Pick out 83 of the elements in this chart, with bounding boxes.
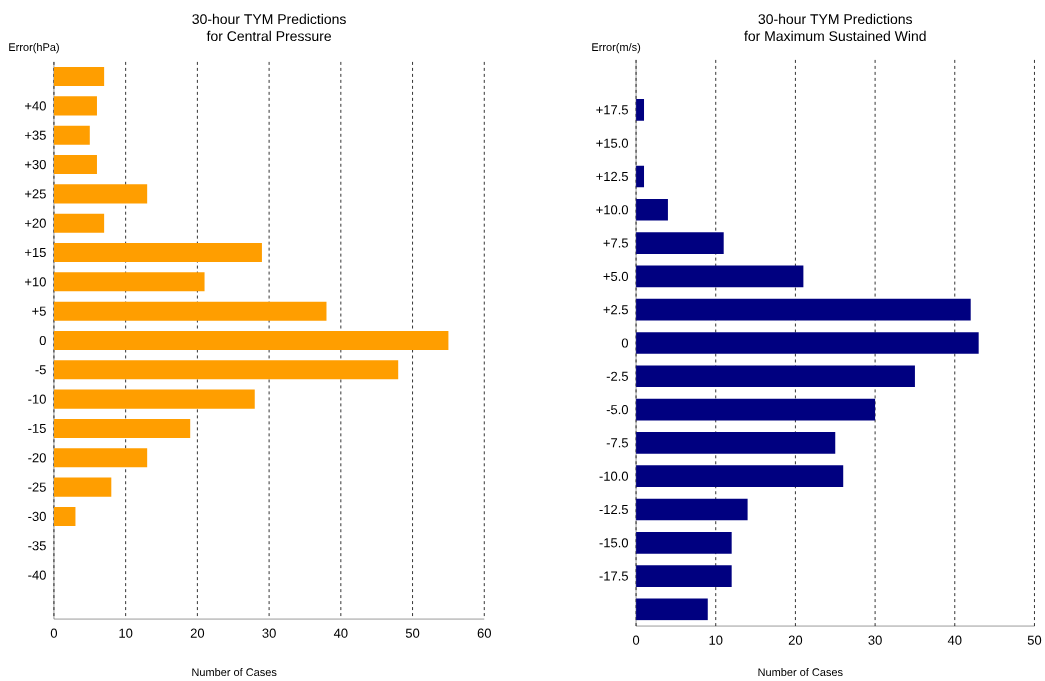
x-tick-label: 50	[405, 628, 420, 638]
bar	[636, 398, 876, 421]
y-tick-label: -20	[28, 453, 46, 463]
x-tick-label: 40	[333, 628, 348, 638]
y-tick-label: +5.0	[603, 271, 629, 281]
bar	[53, 330, 449, 351]
x-axis-title: Number of Cases	[192, 668, 277, 677]
bar	[636, 432, 836, 454]
y-tick-label: -10.0	[599, 471, 629, 481]
x-tick-label: 0	[632, 635, 640, 645]
y-tick-label: +10.0	[596, 205, 629, 215]
bar	[636, 498, 748, 521]
y-tick-label: -10	[28, 394, 46, 404]
y-axis-title: Error(hPa)	[9, 42, 59, 54]
y-tick-label: +17.5	[596, 105, 628, 115]
bar	[53, 389, 255, 409]
bar	[636, 99, 645, 121]
y-tick-label: +30	[25, 159, 46, 170]
y-tick-label: -40	[28, 570, 46, 580]
y-tick-label: -25	[28, 482, 46, 492]
x-tick-label: 0	[50, 628, 58, 638]
bar	[636, 265, 804, 288]
bar	[636, 298, 971, 321]
y-tick-label: +15.0	[596, 138, 629, 148]
bar	[636, 365, 915, 388]
chart-subtitle: for Maximum Sustained Wind	[744, 30, 926, 42]
bar	[636, 565, 732, 587]
bar	[53, 272, 205, 292]
y-tick-label: +12.5	[596, 171, 628, 182]
y-tick-label: +5	[32, 306, 46, 316]
bar	[53, 184, 148, 204]
bar	[636, 198, 668, 221]
y-tick-label: -30	[28, 511, 46, 522]
bar	[53, 155, 97, 175]
y-tick-label: -5.0	[606, 405, 629, 415]
chart-title: 30-hour TYM Predictions	[758, 13, 913, 25]
bar	[636, 532, 732, 554]
y-tick-label: -5	[35, 365, 46, 375]
y-tick-label: -17.5	[599, 571, 628, 581]
x-tick-label: 40	[947, 635, 962, 645]
bar	[53, 213, 105, 233]
y-tick-label: +20	[25, 218, 46, 228]
bar	[636, 332, 979, 354]
x-tick-label: 20	[788, 635, 803, 645]
bar	[53, 301, 327, 321]
y-axis-title: Error(m/s)	[592, 42, 641, 54]
bar	[53, 506, 76, 526]
bar	[53, 418, 191, 439]
y-tick-label: +35	[25, 130, 46, 140]
y-tick-label: -15	[28, 423, 46, 433]
y-tick-label: +25	[25, 189, 46, 199]
x-tick-label: 60	[477, 628, 491, 638]
y-tick-label: +10	[25, 277, 46, 287]
x-tick-label: 10	[709, 635, 723, 645]
x-axis-title: Number of Cases	[758, 668, 843, 677]
y-tick-label: +40	[25, 101, 46, 111]
bar	[636, 232, 724, 254]
bar	[53, 67, 105, 87]
bar	[636, 598, 708, 621]
y-tick-label: -7.5	[606, 438, 628, 448]
y-tick-label: -15.0	[599, 538, 629, 548]
bar	[53, 360, 399, 380]
x-tick-label: 50	[1027, 635, 1042, 645]
bar	[53, 125, 90, 145]
y-tick-label: -35	[28, 541, 46, 551]
x-tick-label: 10	[119, 628, 133, 638]
bar	[53, 477, 112, 497]
y-tick-label: -12.5	[599, 504, 628, 515]
y-tick-label: +2.5	[603, 305, 628, 315]
bar	[53, 448, 148, 468]
y-tick-label: -2.5	[606, 371, 628, 381]
bar	[53, 243, 262, 263]
y-tick-label: 0	[621, 338, 629, 348]
x-tick-label: 30	[868, 635, 882, 645]
bar	[636, 465, 844, 488]
chart-title: 30-hour TYM Predictions	[192, 13, 346, 25]
x-tick-label: 20	[190, 628, 205, 638]
y-tick-label: +7.5	[603, 238, 628, 248]
y-tick-label: +15	[25, 248, 46, 258]
chart-subtitle: for Central Pressure	[206, 30, 332, 42]
bar	[53, 96, 97, 116]
y-tick-label: 0	[39, 335, 46, 346]
x-tick-label: 30	[262, 628, 276, 638]
